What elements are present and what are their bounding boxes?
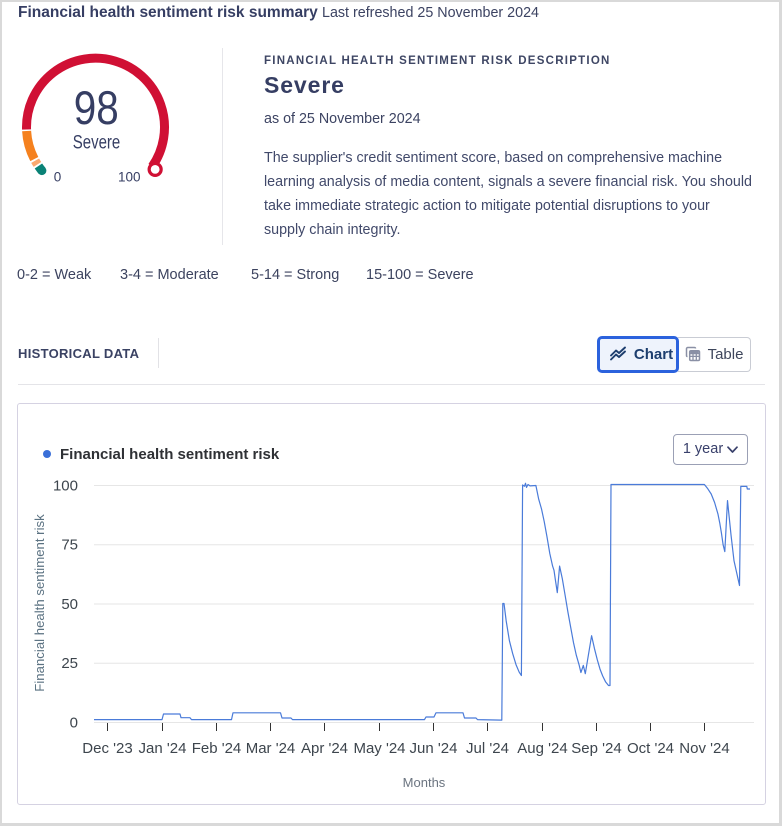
svg-text:Feb '24: Feb '24 — [192, 740, 242, 757]
svg-text:50: 50 — [61, 596, 78, 613]
svg-text:Dec '23: Dec '23 — [82, 740, 132, 757]
svg-text:Oct '24: Oct '24 — [627, 740, 674, 757]
svg-text:Nov '24: Nov '24 — [679, 740, 729, 757]
svg-text:0: 0 — [70, 714, 78, 731]
svg-text:Jul '24: Jul '24 — [466, 740, 509, 757]
svg-text:May '24: May '24 — [353, 740, 405, 757]
svg-text:Sep '24: Sep '24 — [571, 740, 621, 757]
svg-text:Aug '24: Aug '24 — [517, 740, 567, 757]
svg-text:Severe: Severe — [73, 133, 121, 154]
svg-text:Mar '24: Mar '24 — [246, 740, 296, 757]
svg-text:Jun '24: Jun '24 — [410, 740, 458, 757]
svg-text:Jan '24: Jan '24 — [139, 740, 187, 757]
svg-text:75: 75 — [61, 537, 78, 554]
svg-text:100: 100 — [53, 477, 78, 494]
svg-text:Financial health sentiment ris: Financial health sentiment risk — [32, 514, 47, 692]
svg-text:98: 98 — [74, 81, 119, 134]
svg-text:Apr '24: Apr '24 — [301, 740, 348, 757]
svg-text:Months: Months — [403, 775, 446, 790]
svg-text:25: 25 — [61, 655, 78, 672]
svg-text:100: 100 — [118, 170, 141, 185]
svg-text:0: 0 — [54, 170, 62, 185]
